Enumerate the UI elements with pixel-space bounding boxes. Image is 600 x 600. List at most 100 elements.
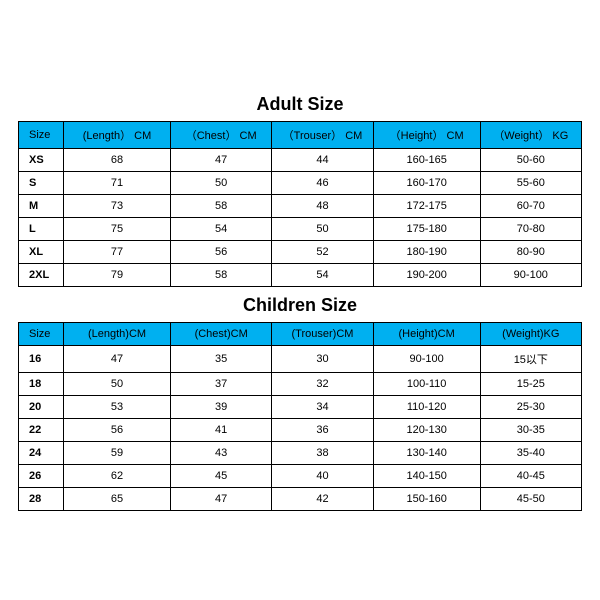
children-tbody: 1647353090-10015以下18503732100-11015-2520… xyxy=(19,345,582,510)
adult-cell: 46 xyxy=(272,171,373,194)
children-cell: 35-40 xyxy=(480,441,581,464)
children-header-3: (Trouser)CM xyxy=(272,322,373,345)
adult-header-3: （Trouser） CM xyxy=(272,121,373,148)
children-cell: 120-130 xyxy=(373,418,480,441)
children-cell: 47 xyxy=(64,345,171,372)
adult-header-0: Size xyxy=(19,121,64,148)
children-row: 22564136120-13030-35 xyxy=(19,418,582,441)
adult-cell: 172-175 xyxy=(373,194,480,217)
adult-cell: 73 xyxy=(64,194,171,217)
children-cell: 62 xyxy=(64,464,171,487)
adult-row: XL775652180-19080-90 xyxy=(19,240,582,263)
adult-cell: 60-70 xyxy=(480,194,581,217)
children-cell: 47 xyxy=(171,487,272,510)
adult-row: 2XL795854190-20090-100 xyxy=(19,263,582,286)
adult-cell: 56 xyxy=(171,240,272,263)
children-row: 26624540140-15040-45 xyxy=(19,464,582,487)
children-row: 28654742150-16045-50 xyxy=(19,487,582,510)
adult-cell: 54 xyxy=(272,263,373,286)
adult-cell: 2XL xyxy=(19,263,64,286)
children-cell: 45 xyxy=(171,464,272,487)
adult-cell: 50 xyxy=(171,171,272,194)
adult-cell: 70-80 xyxy=(480,217,581,240)
children-header-row: Size(Length)CM(Chest)CM(Trouser)CM(Heigh… xyxy=(19,322,582,345)
adult-row: M735848172-17560-70 xyxy=(19,194,582,217)
adult-tbody: XS684744160-16550-60S715046160-17055-60M… xyxy=(19,148,582,286)
children-header-2: (Chest)CM xyxy=(171,322,272,345)
children-cell: 150-160 xyxy=(373,487,480,510)
adult-cell: 71 xyxy=(64,171,171,194)
children-cell: 65 xyxy=(64,487,171,510)
adult-cell: 47 xyxy=(171,148,272,171)
adult-cell: 50-60 xyxy=(480,148,581,171)
children-cell: 37 xyxy=(171,372,272,395)
children-cell: 38 xyxy=(272,441,373,464)
children-cell: 53 xyxy=(64,395,171,418)
children-cell: 30 xyxy=(272,345,373,372)
adult-cell: 52 xyxy=(272,240,373,263)
adult-cell: XS xyxy=(19,148,64,171)
children-cell: 16 xyxy=(19,345,64,372)
adult-cell: 90-100 xyxy=(480,263,581,286)
children-cell: 56 xyxy=(64,418,171,441)
children-cell: 34 xyxy=(272,395,373,418)
children-cell: 35 xyxy=(171,345,272,372)
children-cell: 15-25 xyxy=(480,372,581,395)
adult-cell: 68 xyxy=(64,148,171,171)
adult-cell: 55-60 xyxy=(480,171,581,194)
children-cell: 59 xyxy=(64,441,171,464)
adult-cell: 75 xyxy=(64,217,171,240)
adult-cell: L xyxy=(19,217,64,240)
children-cell: 28 xyxy=(19,487,64,510)
adult-cell: M xyxy=(19,194,64,217)
children-header-0: Size xyxy=(19,322,64,345)
children-row: 24594338130-14035-40 xyxy=(19,441,582,464)
children-cell: 43 xyxy=(171,441,272,464)
adult-header-2: （Chest） CM xyxy=(171,121,272,148)
children-cell: 130-140 xyxy=(373,441,480,464)
children-cell: 26 xyxy=(19,464,64,487)
adult-cell: 77 xyxy=(64,240,171,263)
children-cell: 90-100 xyxy=(373,345,480,372)
adult-thead: Size(Length） CM（Chest） CM（Trouser） CM（He… xyxy=(19,121,582,148)
adult-cell: 160-170 xyxy=(373,171,480,194)
children-cell: 32 xyxy=(272,372,373,395)
children-title: Children Size xyxy=(18,289,582,322)
adult-cell: 54 xyxy=(171,217,272,240)
adult-cell: 190-200 xyxy=(373,263,480,286)
adult-cell: S xyxy=(19,171,64,194)
adult-title: Adult Size xyxy=(18,88,582,121)
adult-row: XS684744160-16550-60 xyxy=(19,148,582,171)
adult-cell: 48 xyxy=(272,194,373,217)
children-cell: 36 xyxy=(272,418,373,441)
children-cell: 20 xyxy=(19,395,64,418)
children-row: 18503732100-11015-25 xyxy=(19,372,582,395)
adult-header-row: Size(Length） CM（Chest） CM（Trouser） CM（He… xyxy=(19,121,582,148)
children-row: 20533934110-12025-30 xyxy=(19,395,582,418)
children-cell: 41 xyxy=(171,418,272,441)
adult-header-1: (Length） CM xyxy=(64,121,171,148)
adult-cell: 79 xyxy=(64,263,171,286)
adult-row: S715046160-17055-60 xyxy=(19,171,582,194)
children-cell: 110-120 xyxy=(373,395,480,418)
children-cell: 24 xyxy=(19,441,64,464)
size-chart-container: Adult Size Size(Length） CM（Chest） CM（Tro… xyxy=(10,78,590,523)
adult-cell: 44 xyxy=(272,148,373,171)
children-header-5: (Weight)KG xyxy=(480,322,581,345)
adult-header-4: （Height） CM xyxy=(373,121,480,148)
children-header-1: (Length)CM xyxy=(64,322,171,345)
children-cell: 50 xyxy=(64,372,171,395)
children-row: 1647353090-10015以下 xyxy=(19,345,582,372)
children-cell: 140-150 xyxy=(373,464,480,487)
children-cell: 30-35 xyxy=(480,418,581,441)
adult-cell: 80-90 xyxy=(480,240,581,263)
adult-cell: XL xyxy=(19,240,64,263)
adult-cell: 175-180 xyxy=(373,217,480,240)
adult-row: L755450175-18070-80 xyxy=(19,217,582,240)
children-cell: 22 xyxy=(19,418,64,441)
children-cell: 42 xyxy=(272,487,373,510)
children-header-4: (Height)CM xyxy=(373,322,480,345)
adult-cell: 50 xyxy=(272,217,373,240)
children-cell: 100-110 xyxy=(373,372,480,395)
adult-cell: 160-165 xyxy=(373,148,480,171)
